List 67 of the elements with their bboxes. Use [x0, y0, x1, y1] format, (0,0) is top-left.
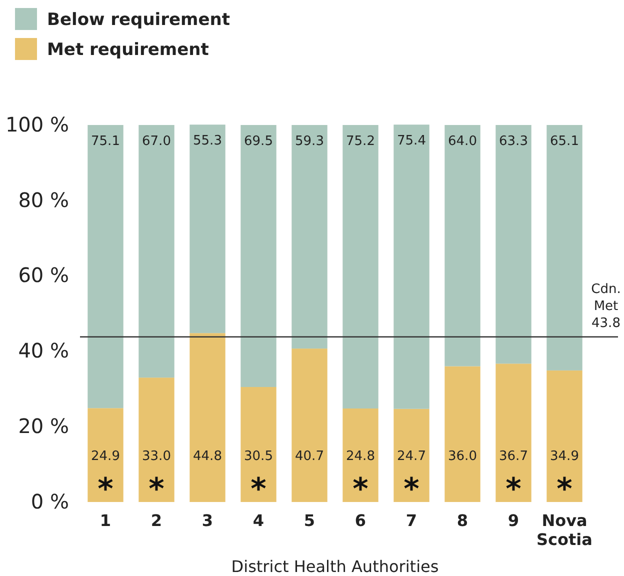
- text: 69.5: [244, 134, 273, 149]
- x-tick-label: 4: [252, 511, 264, 530]
- text: 59.3: [295, 134, 324, 149]
- text: 44.8: [193, 449, 222, 464]
- x-tick-label: 6: [354, 511, 366, 530]
- text: 64.0: [448, 134, 477, 149]
- y-tick-label: 0 %: [30, 489, 69, 514]
- text: 75.2: [346, 134, 375, 149]
- y-tick-label: 40 %: [18, 338, 69, 363]
- bar: [496, 364, 532, 502]
- text: 36.0: [448, 449, 477, 464]
- text: 40.7: [295, 449, 324, 464]
- text: 65.1: [550, 134, 579, 149]
- x-tick-label: 1: [100, 511, 112, 530]
- text: 24.9: [91, 449, 120, 464]
- bar: [190, 333, 226, 502]
- bar: [546, 370, 582, 502]
- bar: [444, 125, 480, 366]
- annotation: *: [148, 472, 165, 507]
- bar: [138, 125, 174, 378]
- x-tick-label: 8: [456, 511, 468, 530]
- text: 24.8: [346, 449, 375, 464]
- text: 34.9: [550, 449, 579, 464]
- legend-label: Met requirement: [47, 40, 209, 60]
- bar: [546, 125, 582, 370]
- bar: [240, 125, 276, 388]
- text: 36.7: [499, 449, 528, 464]
- bar: [88, 125, 124, 408]
- annotation: *: [98, 472, 114, 507]
- bar: [444, 366, 480, 502]
- x-tick-label: 2: [150, 511, 162, 530]
- y-tick-label: 100 %: [5, 112, 69, 136]
- bar: [496, 125, 532, 364]
- ref-line-label: Cdn. Met 43.8: [591, 282, 621, 331]
- annotation: *: [250, 472, 267, 507]
- bar: [190, 124, 226, 334]
- text: 75.4: [397, 134, 426, 149]
- bar: [394, 408, 430, 502]
- x-tick-label: Nova Scotia: [536, 511, 592, 549]
- bar: [342, 125, 378, 409]
- x-axis-title: District Health Authorities: [231, 557, 439, 576]
- text: 30.5: [244, 449, 273, 464]
- bar: [394, 124, 430, 409]
- text: 75.1: [91, 134, 120, 149]
- annotation: *: [556, 472, 573, 507]
- bar: [88, 408, 124, 502]
- text: 33.0: [142, 449, 171, 464]
- bar: [240, 387, 276, 502]
- y-tick-label: 20 %: [18, 414, 69, 438]
- bar: [342, 408, 378, 502]
- bar: [138, 378, 174, 502]
- bar: [292, 348, 328, 502]
- bar: [292, 125, 328, 349]
- x-tick-label: 5: [304, 511, 316, 530]
- y-tick-label: 60 %: [18, 263, 69, 288]
- text: 63.3: [499, 134, 528, 149]
- annotation: *: [352, 472, 369, 507]
- annotation: *: [404, 472, 420, 507]
- legend-label: Below requirement: [47, 10, 230, 30]
- x-tick-label: 7: [406, 511, 418, 530]
- y-tick-label: 80 %: [18, 188, 69, 212]
- text: 67.0: [142, 134, 171, 149]
- text: 24.7: [397, 449, 426, 464]
- x-tick-label: 9: [508, 511, 520, 530]
- annotation: *: [506, 472, 522, 507]
- text: 55.3: [193, 134, 222, 149]
- x-tick-label: 3: [202, 511, 214, 530]
